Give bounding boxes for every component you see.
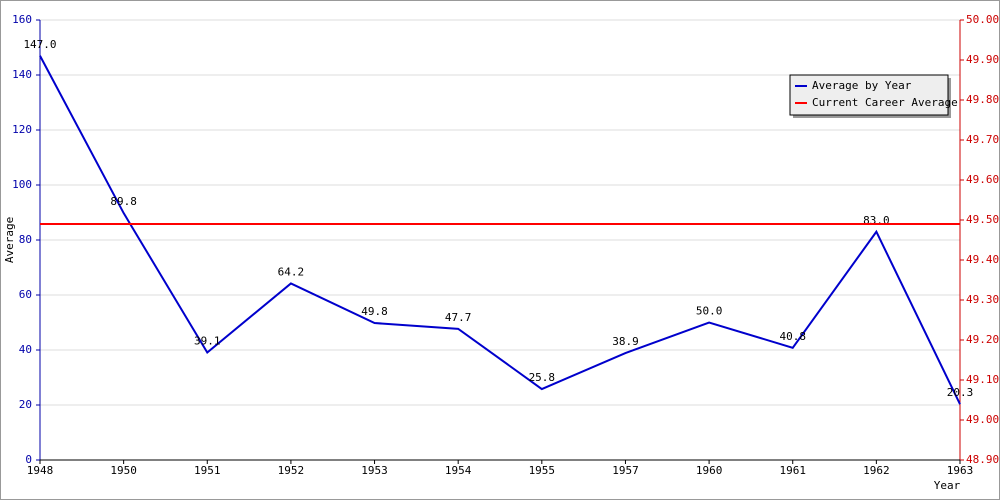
legend-label: Current Career Average — [812, 96, 958, 109]
value-label: 38.9 — [612, 335, 639, 348]
y2-tick-label: 49.80 — [966, 93, 999, 106]
series-line — [39, 55, 961, 405]
y-axis-label: Average — [3, 217, 16, 263]
x-tick-label: 1962 — [863, 464, 890, 477]
value-label: 25.8 — [529, 371, 556, 384]
y2-tick-label: 50.00 — [966, 13, 999, 26]
y2-tick-label: 49.20 — [966, 333, 999, 346]
value-label: 39.1 — [194, 334, 221, 347]
y2-tick-label: 49.70 — [966, 133, 999, 146]
y2-tick-label: 49.40 — [966, 253, 999, 266]
y-tick-label: 140 — [12, 68, 32, 81]
y2-tick-label: 49.50 — [966, 213, 999, 226]
x-tick-label: 1950 — [110, 464, 137, 477]
value-label: 147.0 — [23, 38, 56, 51]
value-label: 50.0 — [696, 305, 723, 318]
y2-tick-label: 48.90 — [966, 453, 999, 466]
y-tick-label: 20 — [19, 398, 32, 411]
y2-tick-label: 49.10 — [966, 373, 999, 386]
y-tick-label: 0 — [25, 453, 32, 466]
x-tick-label: 1948 — [27, 464, 54, 477]
x-tick-label: 1960 — [696, 464, 723, 477]
x-tick-label: 1955 — [529, 464, 556, 477]
value-label: 49.8 — [361, 305, 388, 318]
legend-label: Average by Year — [812, 79, 912, 92]
y2-tick-label: 49.00 — [966, 413, 999, 426]
x-tick-label: 1957 — [612, 464, 639, 477]
value-label: 64.2 — [278, 265, 305, 278]
x-tick-label: 1963 — [947, 464, 974, 477]
y2-tick-label: 49.60 — [966, 173, 999, 186]
y-tick-label: 80 — [19, 233, 32, 246]
x-tick-label: 1951 — [194, 464, 221, 477]
x-tick-label: 1954 — [445, 464, 472, 477]
value-label: 20.3 — [947, 386, 974, 399]
x-tick-label: 1961 — [779, 464, 806, 477]
y-tick-label: 60 — [19, 288, 32, 301]
y2-tick-label: 49.30 — [966, 293, 999, 306]
x-tick-label: 1952 — [278, 464, 305, 477]
value-label: 89.8 — [110, 195, 137, 208]
legend — [789, 74, 949, 116]
y-tick-label: 40 — [19, 343, 32, 356]
y-tick-label: 120 — [12, 123, 32, 136]
y-tick-label: 100 — [12, 178, 32, 191]
value-label: 47.7 — [445, 311, 472, 324]
x-tick-label: 1953 — [361, 464, 388, 477]
value-label: 40.8 — [779, 330, 806, 343]
y2-tick-label: 49.90 — [966, 53, 999, 66]
y-tick-label: 160 — [12, 13, 32, 26]
x-axis-label: Year — [934, 479, 961, 492]
